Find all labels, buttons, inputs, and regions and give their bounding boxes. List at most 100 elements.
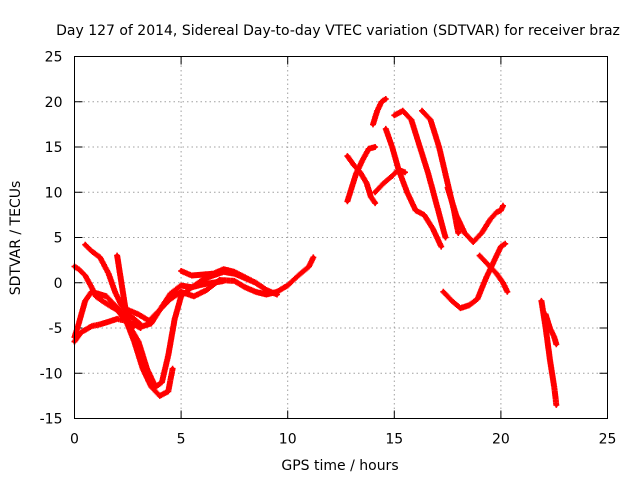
data-point	[552, 384, 557, 389]
data-point	[253, 280, 258, 285]
data-point	[483, 276, 488, 281]
data-point	[117, 267, 122, 272]
data-points	[71, 96, 560, 408]
data-point	[358, 170, 363, 175]
data-point	[140, 324, 145, 329]
data-series-arc-12	[382, 125, 445, 250]
data-point	[243, 275, 248, 280]
data-point	[200, 272, 205, 277]
x-tick-label: 0	[70, 432, 79, 448]
data-point	[454, 212, 459, 217]
data-series-arc-15	[444, 184, 506, 245]
data-point	[136, 312, 141, 317]
data-point	[104, 294, 109, 299]
data-point	[400, 108, 405, 113]
data-point	[405, 190, 410, 195]
data-series-arc-17	[476, 252, 511, 295]
data-point	[443, 235, 448, 240]
data-point	[434, 203, 439, 208]
data-point	[125, 307, 130, 312]
data-point	[458, 306, 463, 311]
data-point	[349, 185, 354, 190]
data-point	[390, 145, 395, 149]
data-point	[492, 258, 497, 263]
axis-ticks: 0 5 10 15 20 25 -15 -10 -5 0 5 10 15 20 25	[40, 50, 617, 448]
data-point	[543, 312, 548, 317]
data-point	[83, 242, 88, 247]
data-point	[488, 217, 493, 222]
data-point	[503, 241, 508, 246]
data-point	[449, 298, 454, 303]
data-point	[89, 285, 94, 290]
data-point	[345, 199, 350, 204]
x-axis-label: GPS time / hours	[281, 458, 398, 474]
data-point	[396, 167, 401, 172]
data-series-arc-11	[370, 96, 389, 128]
y-tick-label: 0	[54, 276, 63, 292]
y-tick-label: 25	[45, 50, 63, 66]
data-point	[149, 384, 154, 389]
data-point	[494, 271, 499, 276]
data-point	[275, 292, 280, 297]
data-point	[89, 289, 94, 294]
data-point	[351, 163, 356, 168]
data-point	[168, 291, 173, 296]
data-point	[113, 303, 118, 308]
data-point	[179, 283, 184, 288]
data-point	[413, 208, 418, 213]
data-point	[115, 316, 120, 321]
x-tick-label: 20	[492, 432, 510, 448]
chart-title: Day 127 of 2014, Sidereal Day-to-day VTE…	[56, 23, 620, 39]
data-series-arc-5	[114, 252, 136, 331]
data-point	[95, 291, 100, 296]
data-point	[232, 278, 237, 283]
data-point	[498, 244, 503, 249]
data-point	[430, 226, 435, 231]
y-tick-label: 20	[45, 95, 63, 111]
data-point	[217, 278, 222, 283]
data-point	[189, 273, 194, 278]
data-point	[98, 322, 103, 327]
data-point	[381, 181, 386, 186]
data-point	[375, 108, 380, 113]
data-point	[89, 249, 94, 254]
data-point	[83, 298, 88, 303]
data-point	[76, 321, 81, 326]
data-point	[486, 262, 491, 267]
grid-lines	[74, 56, 608, 419]
data-point	[494, 210, 499, 215]
data-series-arc-16	[440, 240, 509, 312]
data-point	[104, 301, 109, 306]
data-point	[552, 335, 557, 340]
data-point	[211, 271, 216, 276]
data-point	[204, 287, 209, 292]
data-point	[420, 108, 425, 113]
data-point	[477, 253, 482, 258]
data-series-arc-9	[344, 153, 379, 207]
data-point	[368, 194, 373, 199]
data-point	[130, 326, 135, 330]
data-point	[189, 285, 194, 290]
data-point	[373, 190, 378, 195]
data-point	[366, 146, 371, 151]
x-tick-label: 15	[385, 432, 403, 448]
data-point	[125, 316, 130, 321]
data-point	[402, 170, 407, 175]
data-point	[285, 283, 290, 288]
data-point	[445, 181, 450, 186]
data-markers	[444, 184, 506, 245]
data-point	[179, 289, 184, 294]
data-point	[471, 240, 476, 245]
data-point	[113, 289, 118, 294]
data-point	[439, 244, 444, 249]
data-point	[132, 339, 137, 344]
x-tick-label: 10	[279, 432, 297, 448]
data-series-arc-7	[178, 266, 270, 293]
data-series-arc-8	[344, 144, 379, 205]
data-point	[554, 342, 559, 347]
data-point	[554, 402, 559, 407]
data-point	[539, 298, 544, 303]
data-point	[498, 208, 503, 213]
data-point	[166, 389, 171, 394]
data-point	[100, 298, 105, 303]
